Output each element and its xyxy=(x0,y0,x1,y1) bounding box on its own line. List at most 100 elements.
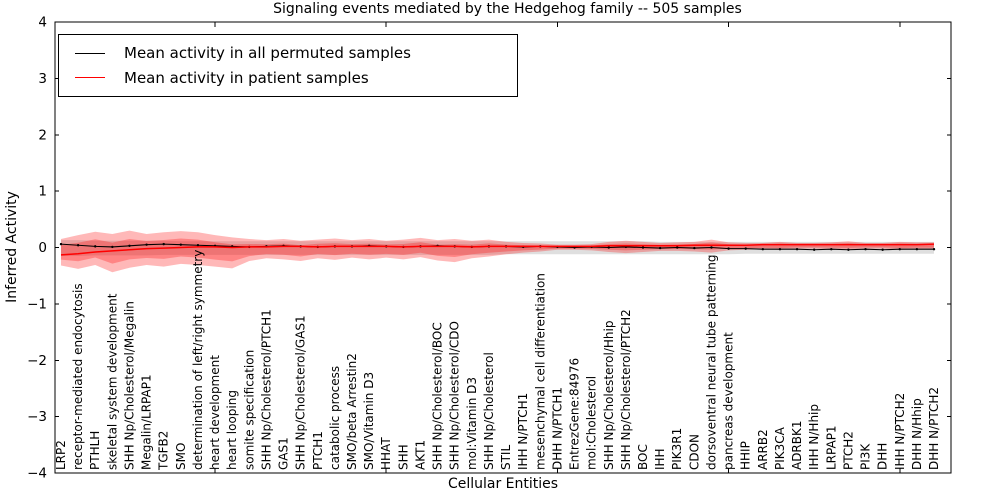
x-category-label: LRPAP1 xyxy=(824,425,838,470)
x-category-label: STIL xyxy=(499,445,513,470)
marker-dot xyxy=(128,244,131,248)
y-tick-label: −4 xyxy=(27,466,47,482)
x-category-label: catabolic process xyxy=(328,366,342,470)
legend: Mean activity in all permuted samples Me… xyxy=(58,34,518,97)
marker-dot xyxy=(761,247,765,251)
x-category-label: skeletal system development xyxy=(105,293,119,470)
y-tick-label: −3 xyxy=(27,409,47,425)
marker-dot xyxy=(94,245,97,248)
patient-std-band xyxy=(61,230,934,273)
x-category-label: DHH N/Hhip xyxy=(910,398,924,470)
x-category-label: PTCH2 xyxy=(841,431,855,470)
marker-dot xyxy=(864,247,867,251)
x-category-label: somite specification xyxy=(242,350,256,470)
x-category-label: mol:Cholesterol xyxy=(585,376,599,470)
x-category-label: dorsoventral neural tube patterning xyxy=(704,254,718,470)
marker-dot xyxy=(111,245,114,249)
x-category-label: SHH Np/Cholesterol/BOC xyxy=(431,322,445,470)
marker-dot xyxy=(795,247,799,251)
marker-dot xyxy=(145,243,148,246)
x-category-label: SHH Np/Cholesterol xyxy=(482,352,496,470)
y-axis-title: Inferred Activity xyxy=(4,191,20,303)
x-axis-ticks xyxy=(214,22,901,473)
x-category-label: SMO/Vitamin D3 xyxy=(362,372,376,470)
chart-title: Signaling events mediated by the Hedgeho… xyxy=(273,1,742,17)
marker-dot xyxy=(162,242,165,246)
x-category-label: CDON xyxy=(687,434,701,470)
y-axis-ticks: 4 3 2 1 0 −1 −2 −3 −4 xyxy=(27,15,951,482)
x-category-label: IHH N/PTCH1 xyxy=(516,393,530,470)
x-category-label: pancreas development xyxy=(722,332,736,470)
x-category-label: ARRB2 xyxy=(756,429,770,470)
x-category-label: IHH N/Hhip xyxy=(807,404,821,470)
marker-dot xyxy=(607,246,610,249)
patient-mean-line xyxy=(60,243,935,256)
marker-dot xyxy=(76,244,80,247)
marker-dot xyxy=(710,246,713,249)
x-category-label: SHH Np/Cholesterol/PTCH2 xyxy=(619,309,633,470)
x-axis-title: Cellular Entities xyxy=(447,476,559,492)
marker-dot xyxy=(830,247,833,251)
marker-dot xyxy=(641,246,645,249)
x-category-label: HHAT xyxy=(379,437,393,470)
y-tick-label: 1 xyxy=(38,184,47,200)
y-tick-label: 4 xyxy=(38,15,47,31)
x-category-label: SHH Np/Cholesterol/CDO xyxy=(448,321,462,470)
x-category-label: EntrezGene:84976 xyxy=(568,358,582,470)
x-category-label: determination of left/right symmetry xyxy=(191,250,205,470)
x-category-label: receptor-mediated endocytosis xyxy=(71,283,85,470)
x-category-label: TGFB2 xyxy=(157,431,171,471)
marker-dot xyxy=(847,248,850,251)
marker-dot xyxy=(676,246,679,249)
x-category-label: AKT1 xyxy=(413,440,427,470)
permuted-line-swatch xyxy=(75,52,105,54)
marker-dot xyxy=(812,248,816,251)
marker-dot xyxy=(658,246,662,250)
x-category-label: SHH Np/Cholesterol/PTCH1 xyxy=(259,309,273,470)
marker-dot xyxy=(744,247,747,250)
marker-dot xyxy=(693,246,696,250)
marker-dot xyxy=(898,247,901,251)
marker-dot xyxy=(778,247,782,251)
legend-item-permuted: Mean activity in all permuted samples xyxy=(59,44,517,62)
x-category-label: heart looping xyxy=(225,390,239,470)
x-category-label: Megalin/LRPAP1 xyxy=(140,374,154,470)
x-category-label: DHH N/PTCH2 xyxy=(927,387,941,470)
x-category-label: LRP2 xyxy=(54,440,68,470)
x-category-label: SHH xyxy=(396,444,410,470)
x-category-label: ADRBK1 xyxy=(790,420,804,470)
x-category-label: SMO xyxy=(174,443,188,470)
marker-dot xyxy=(59,242,63,246)
x-category-label: mol:Vitamin D3 xyxy=(465,377,479,470)
y-tick-label: 3 xyxy=(38,71,47,87)
x-category-label: DHH xyxy=(876,443,890,470)
marker-dot xyxy=(179,243,183,246)
x-category-label: SHH Np/Cholesterol/GAS1 xyxy=(294,315,308,470)
x-category-label: mesenchymal cell differentiation xyxy=(533,273,547,470)
y-tick-label: 2 xyxy=(38,127,47,143)
marker-dot xyxy=(915,247,919,251)
x-category-label: heart development xyxy=(208,355,222,470)
marker-dot xyxy=(881,248,884,251)
x-category-label: SHH Np/Cholesterol/Megalin xyxy=(122,301,136,470)
patient-line-swatch xyxy=(75,77,105,79)
x-category-label: PTHLH xyxy=(88,431,102,470)
x-category-label: IHH xyxy=(653,448,667,470)
x-category-label: BOC xyxy=(636,444,650,470)
legend-label-patient: Mean activity in patient samples xyxy=(124,68,369,87)
marker-dot xyxy=(196,244,200,247)
marker-dot xyxy=(727,247,730,250)
legend-label-permuted: Mean activity in all permuted samples xyxy=(124,44,411,63)
marker-dot xyxy=(932,247,936,251)
permuted-std-band xyxy=(61,240,934,256)
y-tick-label: −1 xyxy=(27,296,47,312)
x-category-label: IHH N/PTCH2 xyxy=(893,393,907,470)
x-category-label: SHH Np/Cholesterol/Hhip xyxy=(602,321,616,470)
legend-item-patient: Mean activity in patient samples xyxy=(59,69,517,87)
x-category-label: HHIP xyxy=(739,441,753,470)
x-category-label: DHH N/PTCH1 xyxy=(550,387,564,470)
x-category-label: SMO/beta Arrestin2 xyxy=(345,353,359,470)
x-category-label: PI3K xyxy=(859,443,873,470)
